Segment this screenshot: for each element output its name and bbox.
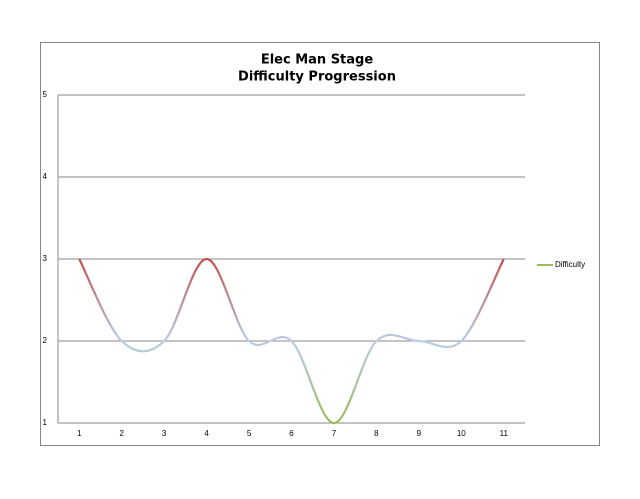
- chart-title: Difficulty Progression: [238, 70, 396, 85]
- x-tick-label: 1: [77, 429, 82, 438]
- x-tick-label: 3: [162, 429, 167, 438]
- y-tick-label: 4: [43, 172, 48, 181]
- x-tick-label: 4: [204, 429, 209, 438]
- x-tick-label: 2: [119, 429, 124, 438]
- series-line: [78, 257, 505, 425]
- chart-title: Elec Man Stage: [261, 53, 374, 68]
- x-tick-label: 8: [374, 429, 379, 438]
- x-tick-label: 10: [457, 429, 466, 438]
- y-tick-label: 2: [43, 336, 48, 345]
- x-tick-label: 6: [289, 429, 294, 438]
- x-tick-label: 11: [500, 429, 509, 438]
- y-tick-label: 3: [43, 254, 48, 263]
- x-tick-label: 5: [247, 429, 252, 438]
- legend-label: Difficulty: [555, 260, 585, 269]
- y-tick-label: 5: [43, 90, 48, 99]
- y-tick-label: 1: [43, 418, 48, 427]
- chart-border: [40, 42, 600, 446]
- x-tick-label: 7: [332, 429, 337, 438]
- x-tick-label: 9: [417, 429, 422, 438]
